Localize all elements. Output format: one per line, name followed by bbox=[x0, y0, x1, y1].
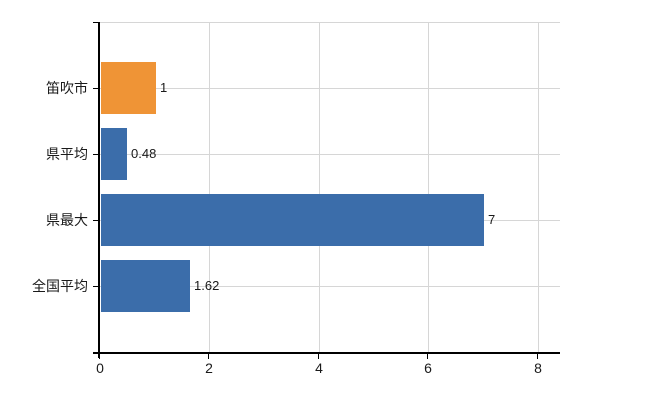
x-axis-tick bbox=[208, 354, 209, 359]
y-axis-tick bbox=[93, 88, 100, 89]
x-gridline bbox=[428, 22, 429, 352]
category-gridline bbox=[100, 154, 560, 155]
y-axis-tick bbox=[93, 154, 100, 155]
plot-top-border bbox=[100, 22, 560, 23]
x-tick-label: 6 bbox=[424, 360, 432, 376]
bar-value-label: 0.48 bbox=[131, 146, 157, 161]
y-axis-tick bbox=[93, 22, 100, 23]
x-tick-label: 2 bbox=[205, 360, 213, 376]
y-axis-line bbox=[98, 22, 100, 358]
category-gridline bbox=[100, 88, 560, 89]
y-axis-tick bbox=[93, 220, 100, 221]
x-axis-tick bbox=[318, 354, 319, 359]
x-axis-tick bbox=[99, 354, 100, 359]
x-gridline bbox=[538, 22, 539, 352]
category-label: 笛吹市 bbox=[46, 80, 88, 96]
y-axis-tick bbox=[93, 286, 100, 287]
x-gridline bbox=[319, 22, 320, 352]
category-label: 全国平均 bbox=[32, 278, 88, 294]
bar-value-label: 1 bbox=[160, 80, 168, 95]
x-axis-line bbox=[93, 352, 560, 354]
bar bbox=[101, 194, 484, 246]
category-gridline bbox=[100, 286, 560, 287]
bar bbox=[101, 62, 156, 114]
bar bbox=[101, 128, 127, 180]
x-tick-label: 0 bbox=[96, 360, 104, 376]
category-label: 県平均 bbox=[46, 146, 88, 162]
bar-value-label: 1.62 bbox=[194, 278, 220, 293]
category-label: 県最大 bbox=[46, 212, 88, 228]
x-tick-label: 8 bbox=[534, 360, 542, 376]
x-axis-tick bbox=[537, 354, 538, 359]
bar-value-label: 7 bbox=[488, 212, 496, 227]
x-axis-tick bbox=[427, 354, 428, 359]
x-tick-label: 4 bbox=[315, 360, 323, 376]
bar bbox=[101, 260, 190, 312]
x-gridline bbox=[209, 22, 210, 352]
